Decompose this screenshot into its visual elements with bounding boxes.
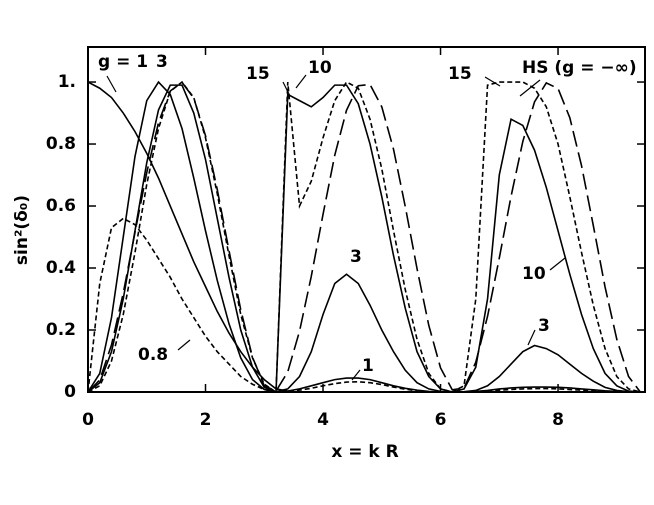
x-tick-label: 6 [435,410,447,430]
x-axis-label: x = k R [331,442,398,462]
annotation: 10 [308,58,332,78]
x-tick-label: 2 [200,410,212,430]
leader [519,79,541,97]
series-line [87,84,641,394]
y-tick-label: 0.4 [46,258,76,278]
annotation: 15 [246,64,270,84]
annotation: 0.8 [138,345,168,365]
annotation: 3 [538,316,550,336]
leader [282,81,291,97]
plot-frame [87,46,646,393]
y-axis-label: sin²(δ₀) [12,195,32,265]
leader [295,74,307,89]
annotation: HS (g = −∞) [522,58,637,78]
annotation: g = 1 [98,52,148,72]
y-tick-label: 0 [64,382,76,402]
annotation: 3 [156,52,168,72]
leader [106,75,117,93]
leader [177,339,191,351]
annotation: 3 [350,247,362,267]
y-tick-label: 1. [58,72,76,92]
annotation: 1 [362,356,374,376]
series-line [87,81,641,393]
y-tick-label: 0.6 [46,196,76,216]
series-line [87,80,641,393]
x-tick-label: 4 [317,410,329,430]
y-tick-label: 0.8 [46,134,76,154]
x-tick-label: 8 [552,410,564,430]
x-tick-label: 0 [82,410,94,430]
series-line [87,217,641,393]
series-line [87,80,641,394]
leader [549,257,566,271]
y-tick-label: 0.2 [46,320,76,340]
leader-lines [106,74,566,381]
annotation: 10 [522,264,546,284]
leader [527,329,536,346]
series-line [87,81,641,393]
annotation: 15 [448,64,472,84]
leader [484,76,501,87]
